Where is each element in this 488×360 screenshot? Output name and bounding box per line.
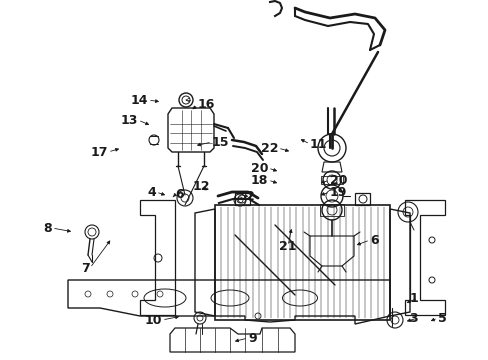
Text: 6: 6 <box>175 189 183 202</box>
Text: 20: 20 <box>250 162 267 175</box>
Text: 5: 5 <box>437 311 446 324</box>
Text: 21: 21 <box>279 239 296 252</box>
Text: 16: 16 <box>198 99 215 112</box>
Text: 14: 14 <box>130 94 148 107</box>
Text: 12: 12 <box>192 180 209 194</box>
Text: 10: 10 <box>144 314 162 327</box>
Text: 22: 22 <box>260 141 278 154</box>
Text: 2: 2 <box>245 189 254 202</box>
Text: 13: 13 <box>121 113 138 126</box>
Text: 3: 3 <box>408 311 417 324</box>
Text: 4: 4 <box>147 185 156 198</box>
Text: 11: 11 <box>309 138 327 150</box>
Text: 20: 20 <box>329 174 347 186</box>
Text: 18: 18 <box>250 174 267 186</box>
Text: 6: 6 <box>369 234 378 247</box>
Text: 17: 17 <box>90 145 108 158</box>
Text: 7: 7 <box>81 261 90 274</box>
Text: 15: 15 <box>212 135 229 148</box>
Text: 9: 9 <box>247 332 256 345</box>
Text: 1: 1 <box>408 292 417 305</box>
Bar <box>215 205 389 320</box>
Text: 19: 19 <box>329 185 346 198</box>
Text: 8: 8 <box>43 221 52 234</box>
